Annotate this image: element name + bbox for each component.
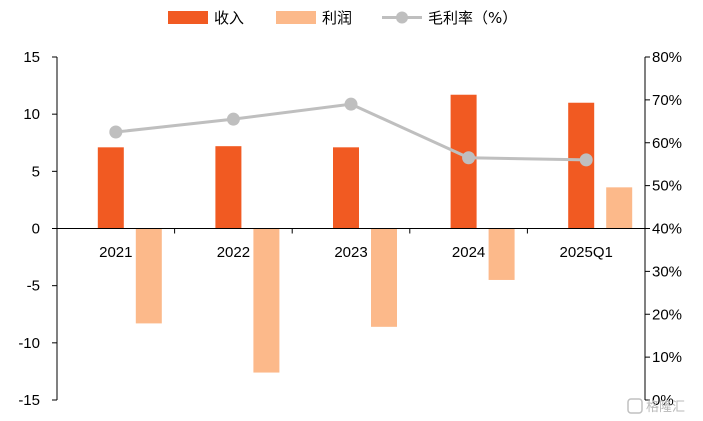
left-tick-label: 5 — [32, 163, 40, 180]
gross-margin-point-2025Q1 — [579, 153, 593, 167]
gross-margin-point-2022 — [226, 112, 240, 126]
legend-swatch-revenue — [168, 11, 208, 24]
watermark: 格隆汇 — [627, 398, 685, 415]
right-tick-label: 80% — [652, 49, 682, 66]
right-tick-label: 70% — [652, 92, 682, 109]
revenue-bar-2022 — [215, 146, 242, 229]
category-labels: 2021 2022 2023 2024 2025Q1 — [99, 244, 613, 261]
gross-margin-line — [109, 97, 593, 167]
right-tick-label: 20% — [652, 306, 682, 323]
profit-bar-2023 — [371, 228, 397, 327]
left-tick-label: 0 — [32, 221, 40, 238]
revenue-bar-2025Q1 — [568, 102, 595, 229]
left-tick-label: 10 — [23, 106, 40, 123]
left-tick-label: -15 — [18, 392, 40, 409]
right-tick-label: 40% — [652, 221, 682, 238]
legend-label-margin: 毛利率（%） — [428, 9, 517, 27]
category-label-2025Q1: 2025Q1 — [560, 244, 613, 261]
right-axis-ticks: 80% 70% 60% 50% 40% 30% 20% 10% 0% — [645, 49, 682, 409]
profit-bar-2024 — [488, 228, 515, 280]
gross-margin-point-2024 — [462, 151, 476, 165]
legend-swatch-profit — [276, 11, 316, 24]
bars — [97, 94, 633, 373]
category-label-2024: 2024 — [452, 244, 485, 261]
profit-bar-2022 — [253, 228, 280, 373]
revenue-bar-2023 — [333, 147, 359, 229]
legend: 收入 利润 毛利率（%） — [168, 9, 517, 27]
profit-bar-2025Q1 — [606, 187, 633, 229]
right-tick-label: 10% — [652, 349, 682, 366]
watermark-text: 格隆汇 — [646, 399, 685, 415]
left-axis-ticks: 15 10 5 0 -5 -10 -15 — [18, 49, 57, 409]
left-tick-label: 15 — [23, 49, 40, 66]
right-tick-label: 50% — [652, 178, 682, 195]
legend-label-profit: 利润 — [322, 9, 352, 27]
gross-margin-point-2023 — [344, 97, 358, 111]
category-label-2022: 2022 — [217, 244, 250, 261]
right-tick-label: 60% — [652, 135, 682, 152]
watermark-logo-icon — [627, 398, 643, 414]
legend-label-revenue: 收入 — [214, 9, 244, 27]
category-ticks — [56, 228, 646, 234]
profit-bar-2021 — [135, 228, 162, 324]
legend-marker-margin — [396, 11, 408, 24]
right-tick-label: 30% — [652, 263, 682, 280]
revenue-bar-2021 — [97, 147, 124, 229]
category-label-2021: 2021 — [99, 244, 132, 261]
right-tick-label: 0% — [652, 392, 674, 409]
category-label-2023: 2023 — [334, 244, 367, 261]
gross-margin-point-2021 — [109, 125, 123, 139]
left-tick-label: -5 — [27, 278, 40, 295]
left-tick-label: -10 — [18, 335, 40, 352]
